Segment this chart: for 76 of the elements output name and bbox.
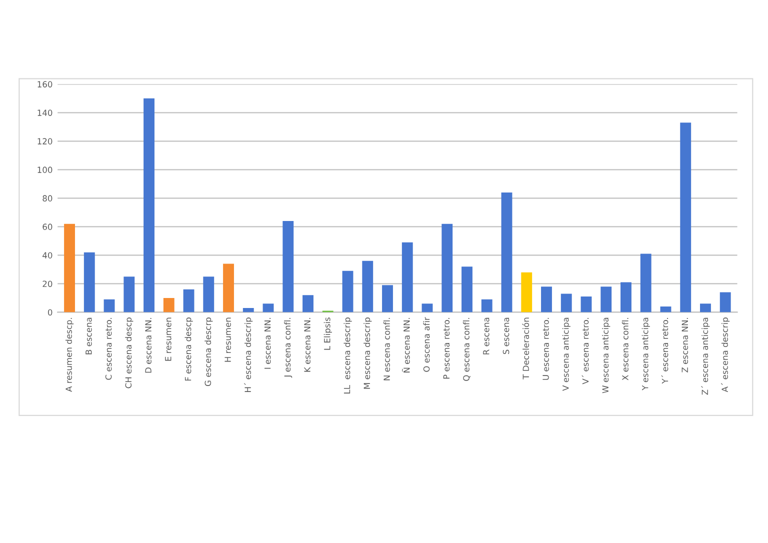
bar [660,306,672,312]
x-tick-label: Y escena anticipa [642,318,650,390]
bar [262,304,274,312]
bar [680,122,692,312]
bar [720,292,731,312]
x-tick-label: T Deceleración [522,318,530,380]
x-tick-label: Z´ escena anticipa [701,318,710,395]
x-tick-label: Z escena NN. [682,318,688,372]
y-tick-label: 100 [38,166,52,173]
bar [342,270,354,312]
x-tick-label: P escena retro. [443,318,450,379]
y-tick-label: 60 [42,224,52,230]
bar [382,285,393,312]
bar [402,242,413,312]
bar [104,299,115,312]
x-tick-label: X escena confl. [622,318,628,380]
x-tick-label: C escena retro. [105,318,112,380]
x-tick-label: K escena NN. [304,318,310,372]
y-tick-label: 140 [38,110,52,116]
y-tick-label: 80 [42,195,52,202]
bar [183,289,194,312]
x-tick-label: H resumen [224,318,231,362]
bar [560,294,572,312]
x-tick-label: V´ escena retro. [582,318,589,384]
bar [481,299,492,312]
bar [163,298,174,312]
bar [282,221,294,312]
bar [124,276,135,312]
bar [541,286,552,312]
y-tick-label: 120 [38,138,52,144]
bar [700,304,711,312]
x-tick-label: E resumen [165,318,172,361]
x-tick-label: LL escena descrip [344,318,352,394]
x-tick-label: B escena [86,318,92,354]
x-tick-label: J escena confl. [284,318,292,378]
x-tick-label: R escena [483,318,490,354]
x-tick-label: A´ escena descrip [721,318,730,392]
y-tick-label: 0 [48,309,52,316]
bar [462,266,472,312]
bar [580,296,592,312]
bar [84,252,95,312]
bar [64,224,75,312]
bar [442,224,453,312]
x-tick-label: Ñ escena NN. [402,318,410,372]
x-tick-label: G escena descrp [204,318,213,386]
y-tick-label: 160 [38,81,52,88]
x-tick-label: M escena descrip [364,318,372,389]
bar [203,276,214,312]
x-tick-label: D escena NN. [145,318,152,373]
bar [620,282,632,312]
x-tick-label: I escena NN. [264,318,271,369]
bar [422,304,433,312]
x-tick-label: N escena confl. [383,318,390,380]
x-tick-label: V escena anticipa [562,318,570,391]
bar [223,264,234,312]
x-tick-label: A resumen descp. [65,318,74,392]
x-tick-label: Y´ escena retro. [661,318,668,384]
x-tick-label: S escena [502,318,510,354]
bar [501,192,512,312]
y-tick-label: 20 [42,280,52,287]
bar [521,272,532,312]
bar [600,286,612,312]
x-tick-label: L Elipsis [324,317,332,350]
bar [640,254,652,312]
x-tick-label: U escena retro. [542,318,549,380]
x-tick-label: H´ escena descrip [244,318,253,392]
bar [302,295,314,312]
x-tick-label: W escena anticipa [602,318,610,394]
bar [362,260,374,312]
x-tick-label: F escena descp [184,318,193,381]
x-tick-label: CH escena descp [125,318,134,388]
x-tick-label: Q escena confl. [462,318,470,381]
bar [242,308,254,312]
y-tick-label: 40 [42,252,52,258]
bar [144,98,154,312]
x-tick-label: O escena afir [423,317,430,372]
